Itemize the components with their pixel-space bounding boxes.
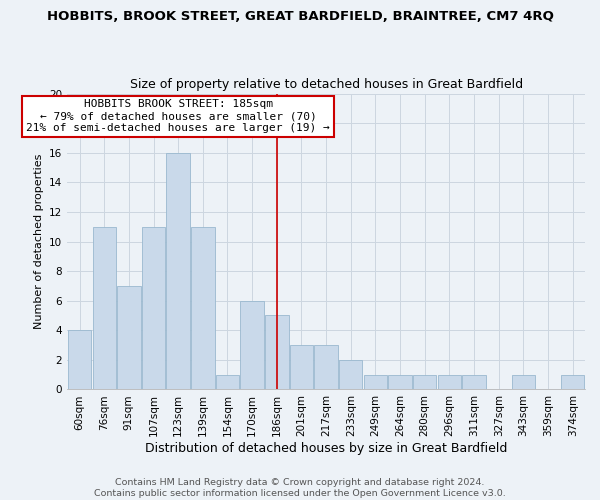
Bar xyxy=(117,286,140,390)
Y-axis label: Number of detached properties: Number of detached properties xyxy=(34,154,44,329)
Bar xyxy=(364,374,387,390)
Text: Contains HM Land Registry data © Crown copyright and database right 2024.
Contai: Contains HM Land Registry data © Crown c… xyxy=(94,478,506,498)
Bar xyxy=(561,374,584,390)
Title: Size of property relative to detached houses in Great Bardfield: Size of property relative to detached ho… xyxy=(130,78,523,91)
Bar xyxy=(241,300,264,390)
Bar xyxy=(166,152,190,390)
Bar xyxy=(216,374,239,390)
Bar xyxy=(463,374,486,390)
Text: HOBBITS, BROOK STREET, GREAT BARDFIELD, BRAINTREE, CM7 4RQ: HOBBITS, BROOK STREET, GREAT BARDFIELD, … xyxy=(47,10,553,23)
Bar xyxy=(512,374,535,390)
Bar xyxy=(339,360,362,390)
Bar xyxy=(68,330,91,390)
Bar xyxy=(388,374,412,390)
Bar xyxy=(191,226,215,390)
Text: HOBBITS BROOK STREET: 185sqm
← 79% of detached houses are smaller (70)
21% of se: HOBBITS BROOK STREET: 185sqm ← 79% of de… xyxy=(26,100,330,132)
Bar xyxy=(92,226,116,390)
Bar xyxy=(142,226,165,390)
Bar xyxy=(437,374,461,390)
Bar xyxy=(413,374,436,390)
Bar xyxy=(290,345,313,390)
Bar xyxy=(265,316,289,390)
X-axis label: Distribution of detached houses by size in Great Bardfield: Distribution of detached houses by size … xyxy=(145,442,508,455)
Bar xyxy=(314,345,338,390)
